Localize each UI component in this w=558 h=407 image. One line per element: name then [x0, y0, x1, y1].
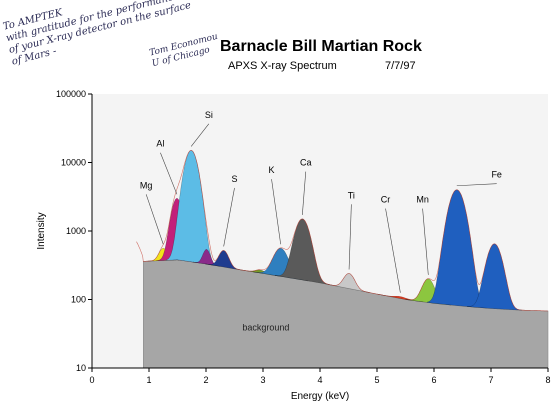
- x-tick-label: 2: [203, 375, 208, 385]
- measured-spectrum-line: [136, 149, 548, 312]
- x-tick-label: 8: [545, 375, 550, 385]
- x-tick-label: 5: [374, 375, 379, 385]
- peak-label-mg: Mg: [140, 180, 153, 190]
- peak-leader-line: [145, 194, 164, 245]
- peak-label-s: S: [231, 174, 237, 184]
- peak-label-ca: Ca: [300, 158, 312, 168]
- peak-label-cr: Cr: [381, 195, 391, 205]
- y-tick-label: 1000: [66, 226, 86, 236]
- peak-label-si: Si: [205, 110, 213, 120]
- x-tick-label: 6: [431, 375, 436, 385]
- peak-leader-line: [302, 171, 307, 215]
- y-tick-label: 100: [71, 295, 86, 305]
- peak-leader-line: [160, 152, 178, 195]
- peak-leader-line: [348, 204, 352, 270]
- background-annotation: background: [242, 323, 289, 333]
- x-tick-label: 7: [488, 375, 493, 385]
- peak-leader-line: [190, 123, 210, 147]
- peak-label-ti: Ti: [348, 190, 355, 200]
- x-tick-label: 0: [89, 375, 94, 385]
- peak-leader-line: [456, 183, 497, 187]
- peak-label-mn: Mn: [416, 195, 429, 205]
- x-tick-label: 4: [317, 375, 322, 385]
- y-tick-label: 10: [76, 363, 86, 373]
- peak-leader-line: [223, 187, 235, 247]
- x-axis-label: Energy (keV): [291, 391, 349, 402]
- chart-title: Barnacle Bill Martian Rock: [220, 38, 422, 55]
- chart-date: 7/7/97: [385, 60, 416, 72]
- y-tick-label: 10000: [61, 158, 86, 168]
- y-axis-label: Intensity: [36, 212, 47, 249]
- chart-subtitle: APXS X-ray Spectrum: [228, 60, 337, 72]
- peak-leader-line: [271, 179, 281, 245]
- x-tick-label: 3: [260, 375, 265, 385]
- peak-leader-line: [385, 208, 401, 293]
- x-tick-label: 1: [146, 375, 151, 385]
- peak-label-al: Al: [156, 139, 164, 149]
- peak-label-k: K: [269, 165, 275, 175]
- peak-label-fe: Fe: [491, 170, 502, 180]
- y-tick-label: 100000: [56, 89, 86, 99]
- peak-leader-line: [422, 208, 429, 275]
